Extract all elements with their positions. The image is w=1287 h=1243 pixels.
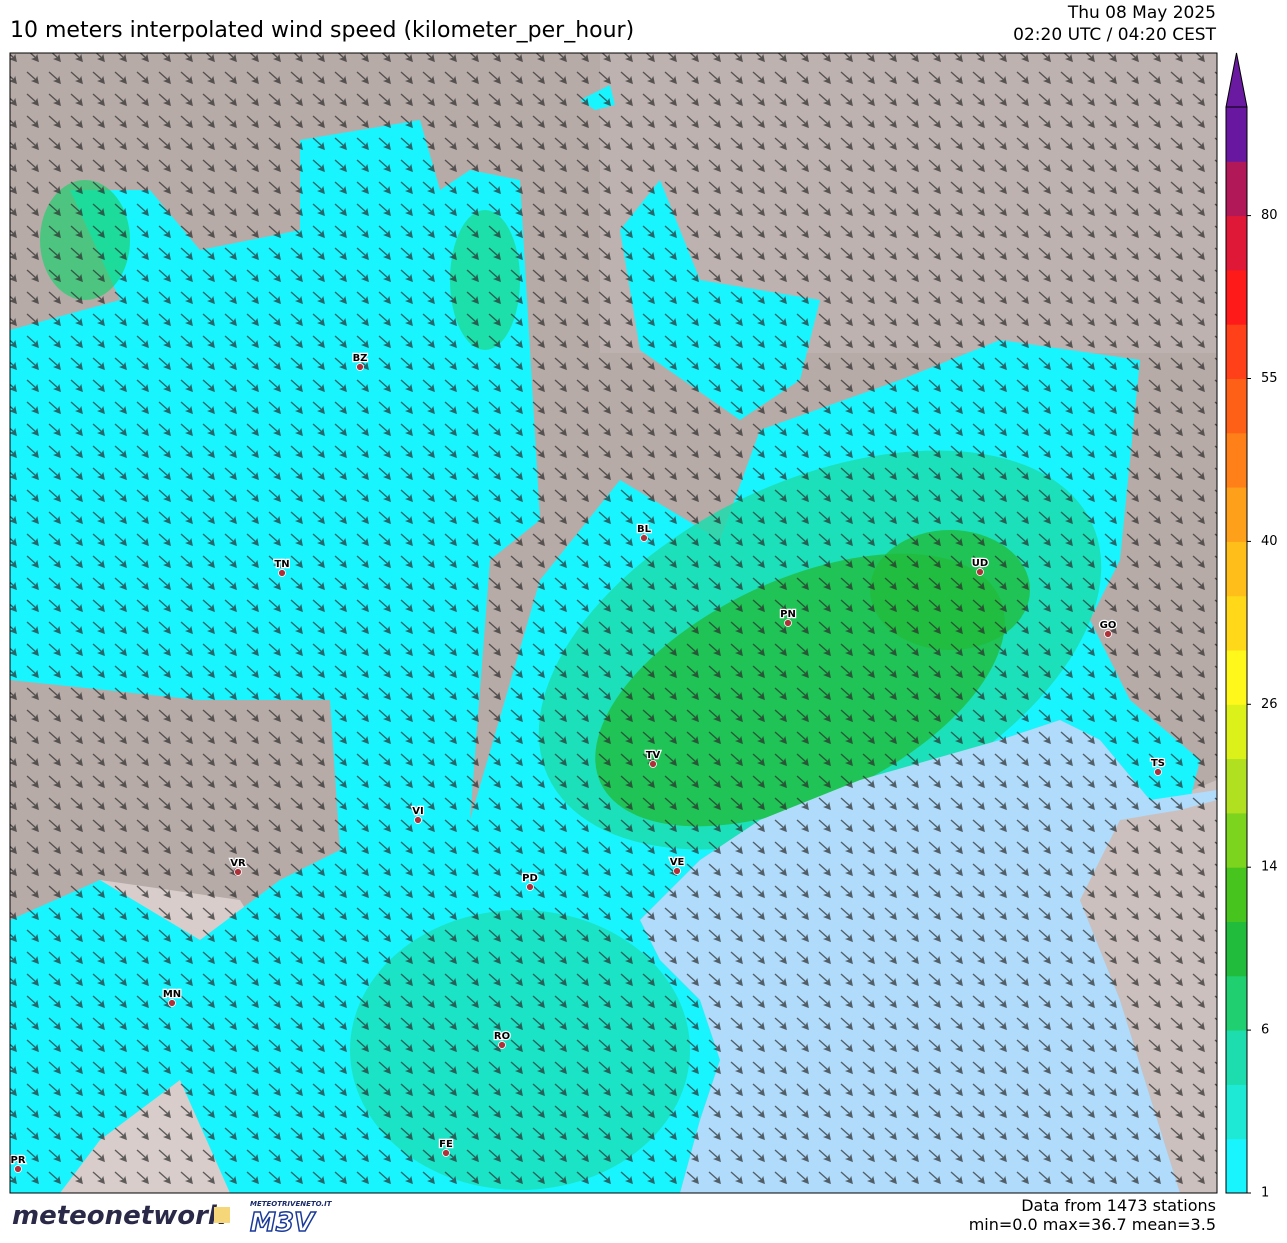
city-label: VE	[670, 857, 685, 868]
colorbar-band	[1226, 269, 1247, 325]
city-label: PR	[10, 1155, 25, 1166]
city-label: PN	[780, 609, 796, 620]
colorbar-band	[1226, 541, 1247, 597]
city-label: TN	[274, 559, 289, 570]
colorbar-tick-label: 26	[1261, 697, 1278, 712]
city-dot	[1154, 768, 1162, 776]
colorbar-band	[1226, 975, 1247, 1031]
colorbar-tick-label: 6	[1261, 1023, 1269, 1038]
colorbar-band	[1226, 378, 1247, 434]
city-label: VR	[230, 858, 246, 869]
city-label: MN	[163, 989, 181, 1000]
city-label: UD	[972, 558, 988, 569]
colorbar-frame	[1225, 106, 1248, 1194]
colorbar-band	[1226, 324, 1247, 379]
colorbar-band	[1226, 161, 1247, 217]
city-label: PD	[522, 873, 538, 884]
colorbar-band	[1226, 812, 1247, 868]
logo-square	[214, 1207, 230, 1223]
city-label: TS	[1151, 758, 1165, 769]
city-label: BL	[637, 524, 652, 535]
map: BZ TN BL UD PN GO TV VI VR PD VE MN RO TS FE PR	[10, 53, 1217, 1193]
colorbar-band	[1226, 704, 1247, 760]
colorbar-band	[1226, 487, 1247, 542]
colorbar-tick-label: 1	[1261, 1186, 1269, 1201]
city-dot	[414, 816, 422, 824]
colorbar-tick-label: 55	[1261, 371, 1278, 386]
city-label: VI	[412, 806, 423, 817]
city-dot	[526, 883, 534, 891]
colorbar-tick-label: 14	[1261, 860, 1278, 875]
cities: BZ TN BL UD PN GO TV VI VR PD VE MN RO TS FE PR	[10, 352, 1166, 1173]
city-dot	[649, 760, 657, 768]
stats-note: min=0.0 max=36.7 mean=3.5	[969, 1215, 1216, 1234]
city-dot	[673, 867, 681, 875]
city-label: GO	[1100, 620, 1117, 631]
colorbar-band	[1226, 595, 1247, 651]
logo-meteonetwork: meteonetwork	[12, 1201, 227, 1231]
colorbar-band	[1226, 1084, 1247, 1140]
city-dot	[168, 999, 176, 1007]
title: 10 meters interpolated wind speed (kilom…	[10, 18, 634, 43]
date: Thu 08 May 2025	[1067, 3, 1216, 23]
city-label: RO	[494, 1031, 510, 1042]
colorbar-extend	[1225, 52, 1248, 108]
colorbar-band	[1226, 867, 1247, 922]
colorbar-band	[1226, 107, 1247, 162]
city-label: TV	[646, 750, 661, 761]
colorbar-tick-label: 80	[1261, 208, 1278, 223]
city-dot	[234, 868, 242, 876]
city-dot	[356, 363, 364, 371]
wind-arrows	[10, 53, 1217, 1193]
city-dot	[278, 569, 286, 577]
stations-note: Data from 1473 stations	[1021, 1196, 1216, 1215]
colorbar-band	[1226, 1030, 1247, 1085]
colorbar: 1 6 14 26 40 55 80	[1225, 52, 1278, 1201]
city-dot	[442, 1149, 450, 1157]
colorbar-band	[1226, 215, 1247, 271]
city-dot	[1104, 630, 1112, 638]
map-frame	[9, 52, 1218, 1194]
city-dot	[640, 534, 648, 542]
logo-m3v-small: METEOTRIVENETO.IT	[250, 1200, 333, 1208]
city-dot	[784, 619, 792, 627]
time: 02:20 UTC / 04:20 CEST	[1013, 25, 1216, 45]
city-label: FE	[439, 1139, 453, 1150]
colorbar-band	[1226, 921, 1247, 977]
city-dot	[14, 1165, 22, 1173]
colorbar-band	[1226, 758, 1247, 814]
colorbar-band	[1226, 432, 1247, 488]
city-dot	[976, 568, 984, 576]
colorbar-tick-label: 40	[1261, 534, 1278, 549]
colorbar-band	[1226, 650, 1247, 705]
city-dot	[498, 1041, 506, 1049]
colorbar-band	[1226, 1138, 1247, 1194]
city-label: BZ	[353, 353, 368, 364]
logo-m3v: M3V	[250, 1208, 316, 1238]
